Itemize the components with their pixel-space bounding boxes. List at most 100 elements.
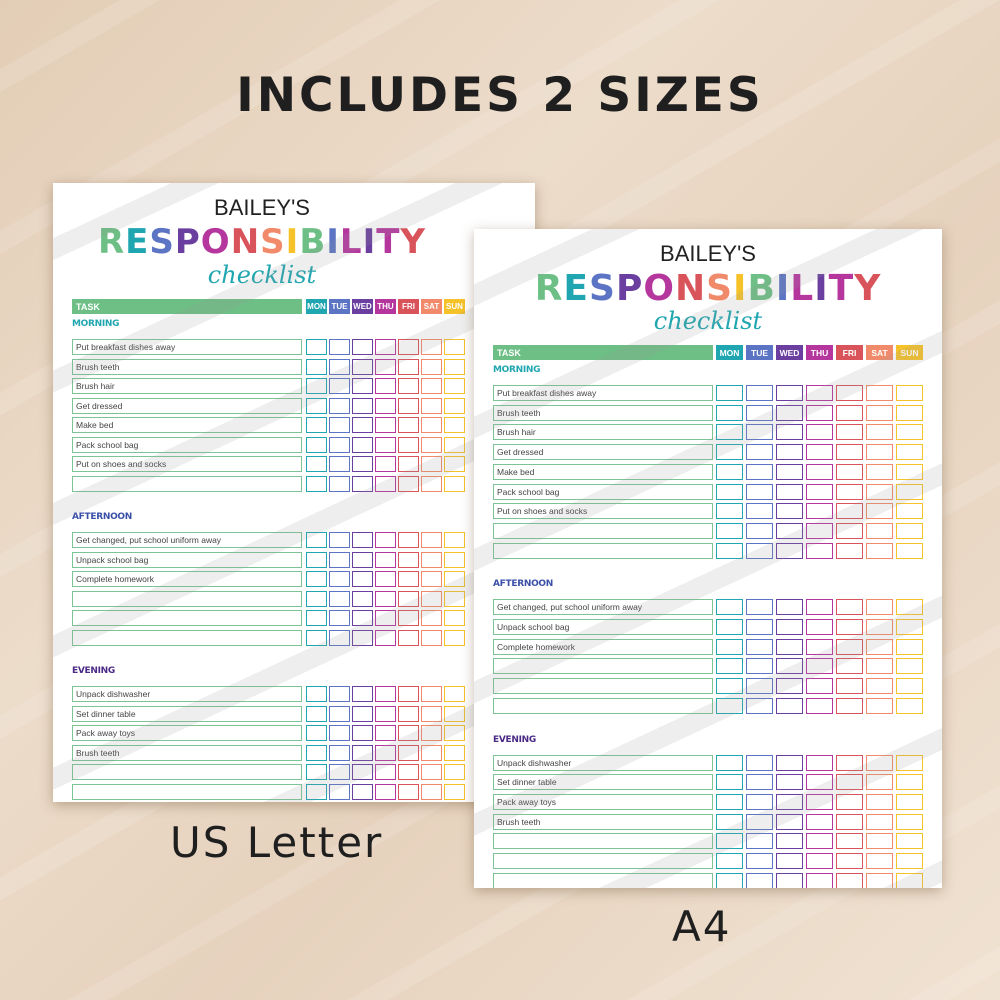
checkbox-fri[interactable] bbox=[398, 783, 419, 800]
checkbox-sun[interactable] bbox=[444, 571, 465, 587]
checkbox-tue[interactable] bbox=[746, 658, 773, 675]
checkbox-sat[interactable] bbox=[866, 619, 893, 635]
checkbox-sat[interactable] bbox=[866, 638, 893, 655]
checkbox-sat[interactable] bbox=[421, 339, 442, 355]
checkbox-sat[interactable] bbox=[421, 571, 442, 587]
checkbox-fri[interactable] bbox=[836, 522, 863, 539]
task-row[interactable]: Put breakfast dishes away bbox=[493, 385, 713, 401]
checkbox-thu[interactable] bbox=[806, 522, 833, 539]
checkbox-mon[interactable] bbox=[716, 658, 743, 675]
task-row[interactable]: Pack away toys bbox=[493, 793, 713, 810]
checkbox-mon[interactable] bbox=[716, 678, 743, 695]
checkbox-mon[interactable] bbox=[716, 774, 743, 791]
checkbox-mon[interactable] bbox=[306, 686, 327, 702]
task-row[interactable]: Complete homework bbox=[72, 571, 302, 587]
task-row[interactable]: Brush hair bbox=[72, 378, 302, 394]
checkbox-mon[interactable] bbox=[716, 697, 743, 714]
checkbox-fri[interactable] bbox=[398, 378, 419, 394]
checkbox-sat[interactable] bbox=[421, 764, 442, 780]
checkbox-mon[interactable] bbox=[306, 456, 327, 472]
checkbox-sun[interactable] bbox=[444, 590, 465, 607]
checkbox-tue[interactable] bbox=[329, 783, 350, 800]
checkbox-sat[interactable] bbox=[866, 404, 893, 421]
checkbox-fri[interactable] bbox=[398, 610, 419, 626]
checkbox-wed[interactable] bbox=[776, 658, 803, 675]
checkbox-wed[interactable] bbox=[352, 764, 373, 780]
task-row[interactable]: Brush teeth bbox=[493, 404, 713, 421]
checkbox-sun[interactable] bbox=[896, 678, 923, 695]
checkbox-fri[interactable] bbox=[836, 483, 863, 500]
task-row[interactable]: Get changed, put school uniform away bbox=[72, 532, 302, 548]
checkbox-sun[interactable] bbox=[896, 599, 923, 616]
task-row[interactable] bbox=[493, 658, 713, 675]
checkbox-fri[interactable] bbox=[836, 638, 863, 655]
checkbox-tue[interactable] bbox=[746, 404, 773, 421]
task-row[interactable] bbox=[72, 475, 302, 492]
task-row[interactable] bbox=[72, 629, 302, 646]
checkbox-tue[interactable] bbox=[746, 833, 773, 850]
checkbox-mon[interactable] bbox=[306, 475, 327, 492]
checkbox-mon[interactable] bbox=[306, 397, 327, 414]
task-row[interactable]: Brush hair bbox=[493, 424, 713, 441]
checkbox-sun[interactable] bbox=[896, 853, 923, 869]
checkbox-wed[interactable] bbox=[352, 629, 373, 646]
checkbox-wed[interactable] bbox=[352, 783, 373, 800]
checkbox-tue[interactable] bbox=[329, 475, 350, 492]
checkbox-wed[interactable] bbox=[776, 833, 803, 850]
checkbox-wed[interactable] bbox=[776, 385, 803, 401]
checkbox-sun[interactable] bbox=[444, 705, 465, 722]
checkbox-sun[interactable] bbox=[896, 833, 923, 850]
checkbox-mon[interactable] bbox=[716, 424, 743, 441]
checkbox-mon[interactable] bbox=[306, 571, 327, 587]
checkbox-mon[interactable] bbox=[716, 385, 743, 401]
checkbox-thu[interactable] bbox=[375, 358, 396, 375]
checkbox-wed[interactable] bbox=[776, 697, 803, 714]
checkbox-mon[interactable] bbox=[306, 378, 327, 394]
checkbox-thu[interactable] bbox=[806, 678, 833, 695]
checkbox-fri[interactable] bbox=[398, 590, 419, 607]
checkbox-wed[interactable] bbox=[776, 542, 803, 559]
checkbox-fri[interactable] bbox=[398, 532, 419, 548]
checkbox-sun[interactable] bbox=[444, 610, 465, 626]
checkbox-tue[interactable] bbox=[746, 385, 773, 401]
checkbox-sun[interactable] bbox=[444, 417, 465, 433]
checkbox-sun[interactable] bbox=[444, 339, 465, 355]
checkbox-thu[interactable] bbox=[375, 725, 396, 741]
checkbox-sat[interactable] bbox=[866, 599, 893, 616]
task-row[interactable]: Brush teeth bbox=[72, 744, 302, 761]
checkbox-sun[interactable] bbox=[896, 813, 923, 830]
checkbox-mon[interactable] bbox=[716, 853, 743, 869]
checkbox-thu[interactable] bbox=[806, 697, 833, 714]
checkbox-mon[interactable] bbox=[306, 532, 327, 548]
checkbox-sat[interactable] bbox=[421, 725, 442, 741]
checkbox-fri[interactable] bbox=[836, 542, 863, 559]
checkbox-wed[interactable] bbox=[352, 686, 373, 702]
checkbox-mon[interactable] bbox=[306, 764, 327, 780]
checkbox-thu[interactable] bbox=[806, 542, 833, 559]
checkbox-mon[interactable] bbox=[306, 358, 327, 375]
checkbox-wed[interactable] bbox=[776, 599, 803, 616]
checkbox-fri[interactable] bbox=[398, 397, 419, 414]
checkbox-sat[interactable] bbox=[421, 551, 442, 568]
task-row[interactable] bbox=[493, 678, 713, 695]
checkbox-thu[interactable] bbox=[375, 436, 396, 453]
checkbox-fri[interactable] bbox=[836, 463, 863, 480]
task-row[interactable] bbox=[493, 542, 713, 559]
checkbox-sat[interactable] bbox=[421, 590, 442, 607]
checkbox-sun[interactable] bbox=[896, 793, 923, 810]
checkbox-tue[interactable] bbox=[746, 503, 773, 520]
checkbox-sun[interactable] bbox=[896, 774, 923, 791]
checkbox-thu[interactable] bbox=[806, 853, 833, 869]
checkbox-thu[interactable] bbox=[375, 456, 396, 472]
checkbox-fri[interactable] bbox=[398, 686, 419, 702]
checkbox-mon[interactable] bbox=[716, 793, 743, 810]
checkbox-thu[interactable] bbox=[806, 483, 833, 500]
checkbox-thu[interactable] bbox=[806, 833, 833, 850]
checkbox-mon[interactable] bbox=[716, 404, 743, 421]
checkbox-mon[interactable] bbox=[306, 339, 327, 355]
checkbox-fri[interactable] bbox=[836, 444, 863, 461]
checkbox-sat[interactable] bbox=[866, 872, 893, 888]
checkbox-mon[interactable] bbox=[716, 599, 743, 616]
task-row[interactable]: Unpack dishwasher bbox=[493, 754, 713, 771]
checkbox-fri[interactable] bbox=[398, 725, 419, 741]
